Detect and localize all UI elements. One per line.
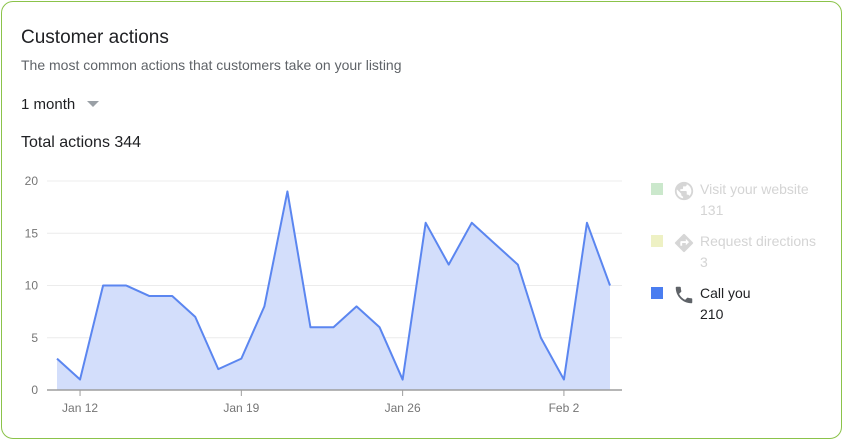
globe-icon <box>673 180 695 202</box>
y-tick-label: 5 <box>31 331 38 345</box>
legend-item[interactable]: Visit your website 131 <box>651 180 836 232</box>
y-tick-label: 20 <box>25 174 39 188</box>
x-tick-label: Jan 19 <box>223 401 259 415</box>
y-tick-label: 10 <box>25 279 39 293</box>
legend-name: Call you <box>700 285 751 301</box>
y-tick-label: 0 <box>31 383 38 397</box>
chart-legend: Visit your website 131 Request directions 3… <box>651 180 836 336</box>
x-tick-label: Jan 12 <box>62 401 98 415</box>
phone-icon <box>673 284 695 306</box>
legend-count: 131 <box>700 202 724 218</box>
legend-count: 3 <box>700 254 708 270</box>
call-you-area <box>57 191 610 390</box>
total-actions: Total actions 344 <box>21 134 142 151</box>
legend-swatch <box>651 183 663 195</box>
legend-name: Visit your website <box>700 181 809 197</box>
caret-down-icon <box>87 101 100 107</box>
legend-swatch <box>651 235 663 247</box>
time-range-label: 1 month <box>21 95 76 113</box>
legend-name: Request directions <box>700 233 816 249</box>
x-tick-label: Feb 2 <box>549 401 580 415</box>
directions-icon <box>673 232 695 254</box>
time-range-dropdown[interactable]: 1 month <box>21 94 100 114</box>
x-tick-label: Jan 26 <box>385 401 421 415</box>
legend-swatch <box>651 287 663 299</box>
y-tick-label: 15 <box>25 226 39 240</box>
legend-item[interactable]: Request directions 3 <box>651 232 836 284</box>
call-you-line <box>56 190 611 381</box>
card-title: Customer actions <box>21 27 169 48</box>
legend-item[interactable]: Call you 210 <box>651 284 836 336</box>
card-subtitle: The most common actions that customers t… <box>21 57 402 73</box>
legend-count: 210 <box>700 306 724 322</box>
